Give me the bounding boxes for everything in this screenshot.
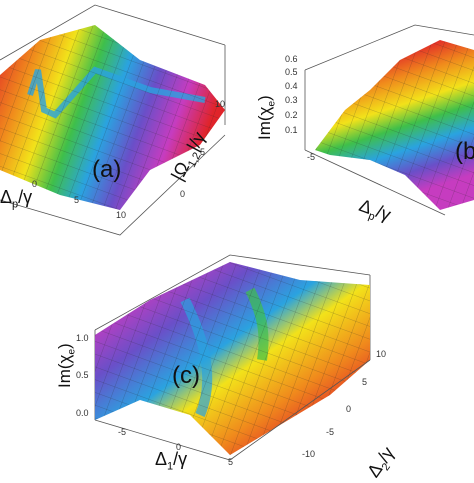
panel-c-z-axis-label: Im(χe) <box>55 343 78 388</box>
panel-c-y-tick: 0 <box>346 404 352 414</box>
panel-a-y-tick: 0 <box>180 189 186 199</box>
panel-b-z-axis-label: Im(χe) <box>255 95 278 140</box>
panel-b-z-tick: 0.2 <box>285 110 298 120</box>
panel-a-x-tick: 0 <box>32 179 38 189</box>
panel-c-plot <box>94 254 371 461</box>
panel-b-x-tick: -5 <box>307 152 316 162</box>
panel-b-z-tick: 0.5 <box>285 67 298 77</box>
panel-c-z-tick: 0.0 <box>76 408 89 418</box>
panel-a-label: (a) <box>92 156 122 183</box>
panel-a-x-tick: 10 <box>116 210 127 220</box>
panel-c-z-tick: 1.0 <box>76 333 89 343</box>
panel-b-plot <box>304 24 474 216</box>
panel-b-z-tick: 0.6 <box>285 54 298 64</box>
panel-c-x-tick: 5 <box>228 457 234 467</box>
panel-c-y-tick: 5 <box>362 377 368 387</box>
panel-a-y-tick: 5 <box>200 147 206 157</box>
panel-c-y-tick: -10 <box>302 449 316 459</box>
panel-b-z-tick: 0.3 <box>285 95 298 105</box>
panel-b-label: (b <box>455 138 474 165</box>
panel-b-z-tick: 0.1 <box>285 125 298 135</box>
panel-a-x-tick: 5 <box>74 195 80 205</box>
panel-c-z-tick: 0.5 <box>76 370 89 380</box>
panel-c-x-tick: -5 <box>118 427 127 437</box>
panel-a-x-axis-label: Δp/γ <box>0 187 33 211</box>
panel-c-x-tick: 0 <box>176 442 182 452</box>
panel-a-y-tick: 10 <box>215 99 226 109</box>
panel-c-label: (c) <box>172 362 200 389</box>
panel-b-z-tick: 0.4 <box>285 81 298 91</box>
panel-a-plot <box>0 4 226 236</box>
panel-c-y-tick: 10 <box>376 349 387 359</box>
panel-c-x-axis-label: Δ1/γ <box>155 449 188 473</box>
panel-c-y-tick: -5 <box>326 427 335 437</box>
